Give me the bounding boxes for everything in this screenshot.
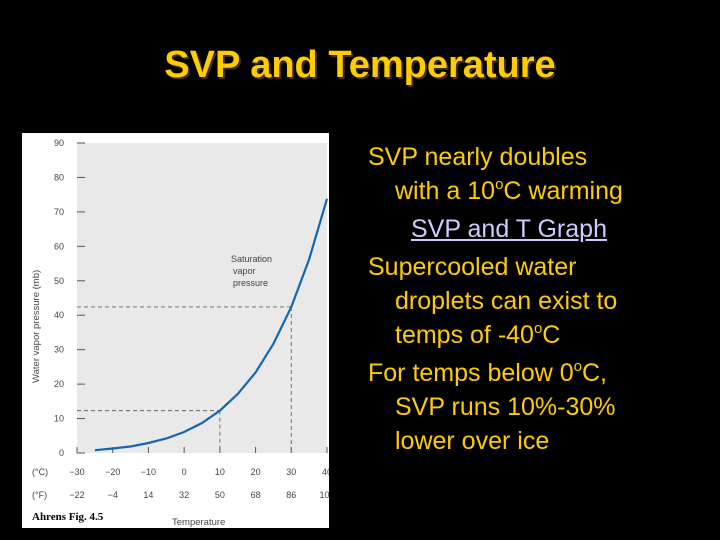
curve-label-line-3: pressure	[233, 278, 268, 288]
x-tick-label-fahrenheit: −4	[108, 490, 118, 500]
y-tick-label: 90	[54, 138, 64, 148]
y-tick-label: 20	[54, 379, 64, 389]
svp-curve	[94, 198, 329, 452]
x-tick-label-fahrenheit: 14	[143, 490, 153, 500]
bullet-svp-doubles: SVP nearly doubles with a 10oC warming	[368, 140, 713, 208]
y-tick-label: 70	[54, 207, 64, 217]
y-tick-label: 30	[54, 345, 64, 355]
fahrenheit-unit-label: (°F)	[32, 490, 47, 500]
curve-label: Saturation vapor pressure	[231, 254, 272, 288]
y-tick-label: 80	[54, 172, 64, 182]
y-tick-label: 0	[59, 448, 64, 458]
bullet-3-line-1: For temps below 0oC,	[368, 359, 607, 387]
bullet-list: SVP nearly doubles with a 10oC warming S…	[368, 140, 713, 462]
bullet-1-text-a: with a 10	[395, 177, 496, 205]
x-tick-label-celsius: −20	[105, 467, 120, 477]
degree-superscript: o	[533, 320, 543, 337]
bullet-3-text-a: For temps below 0	[368, 359, 574, 387]
plot-background	[77, 143, 327, 453]
y-tick-label: 10	[54, 414, 64, 424]
bullet-2-text-b: C	[542, 321, 561, 349]
bullet-3-line-3: lower over ice	[395, 427, 550, 455]
x-tick-label-celsius: −10	[141, 467, 156, 477]
x-tick-label-fahrenheit: 104	[319, 490, 329, 500]
bullet-2-text-a: temps of -40	[395, 321, 534, 349]
celsius-unit-label: (°C)	[32, 467, 48, 477]
x-tick-label-celsius: 30	[286, 467, 296, 477]
svp-chart: Water vapor pressure (mb) 0 10 20 30 40 50 60 7…	[31, 138, 329, 528]
figure-caption: Ahrens Fig. 4.5	[32, 511, 104, 523]
degree-superscript: o	[495, 176, 504, 193]
curve-label-line-1: Saturation	[231, 254, 272, 264]
svp-figure: Water vapor pressure (mb) 0 10 20 30 40 50 60 7…	[22, 133, 329, 528]
bullet-1-line-2: with a 10oC warming	[368, 174, 713, 208]
x-tick-label-celsius: 10	[215, 467, 225, 477]
bullet-2-line-3: temps of -40oC	[368, 318, 713, 352]
x-tick-label-fahrenheit: 68	[251, 490, 261, 500]
bullet-below-freezing: For temps below 0oC, SVP runs 10%-30% lo…	[368, 356, 713, 458]
y-tick-label: 60	[54, 241, 64, 251]
bullet-supercooled: Supercooled water droplets can exist to …	[368, 250, 713, 352]
bullet-2-line-2: droplets can exist to	[395, 287, 618, 315]
bullet-1-line-1: SVP nearly doubles	[368, 143, 588, 171]
x-tick-label-fahrenheit: 32	[179, 490, 189, 500]
x-tick-label-fahrenheit: 50	[215, 490, 225, 500]
x-tick-label-celsius: 40	[322, 467, 329, 477]
y-tick-label: 40	[54, 310, 64, 320]
bullet-3-text-b: C,	[581, 359, 607, 387]
degree-superscript: o	[573, 358, 582, 375]
curve-label-line-2: vapor	[233, 266, 256, 276]
x-tick-label-celsius: 20	[251, 467, 261, 477]
slide-title: SVP and Temperature	[164, 44, 556, 86]
x-tick-label-celsius: −30	[69, 467, 84, 477]
bullet-2-line-1: Supercooled water	[368, 253, 577, 281]
x-axis-label: Temperature	[172, 517, 225, 528]
svp-graph-link[interactable]: SVP and T Graph	[411, 215, 607, 243]
x-tick-label-celsius: 0	[182, 467, 187, 477]
y-axis-label: Water vapor pressure (mb)	[31, 270, 42, 383]
bullet-1-text-b: C warming	[503, 177, 623, 205]
x-tick-label-fahrenheit: −22	[69, 490, 84, 500]
bullet-3-line-2: SVP runs 10%-30%	[395, 393, 616, 421]
x-tick-label-fahrenheit: 86	[286, 490, 296, 500]
y-tick-label: 50	[54, 276, 64, 286]
